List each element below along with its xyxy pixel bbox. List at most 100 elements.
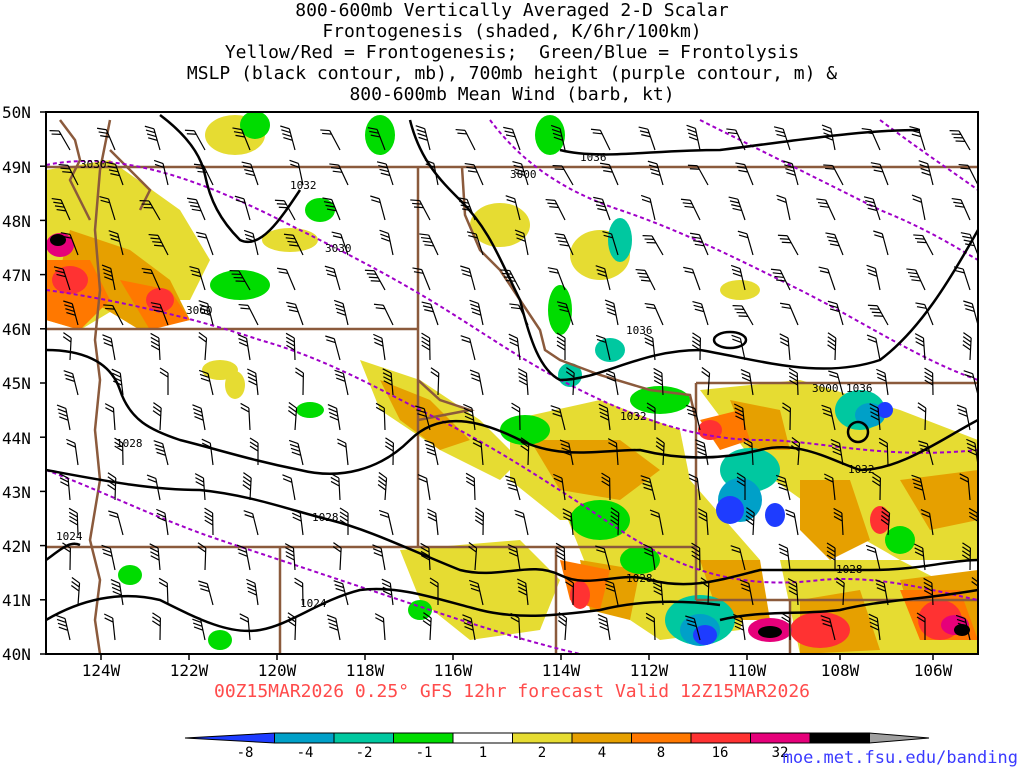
wind-barb <box>241 161 259 186</box>
wind-barb <box>424 439 439 466</box>
wind-barb <box>334 369 349 396</box>
wind-barb <box>604 579 619 606</box>
wind-barb <box>638 126 656 151</box>
title-line-2: Frontogenesis (shaded, K/6hr/100km) <box>322 21 702 42</box>
wind-barb <box>597 614 611 641</box>
wind-barb <box>640 194 656 221</box>
wind-barb <box>911 194 926 221</box>
wind-barb <box>509 303 529 326</box>
height-label: 3030 <box>325 242 352 255</box>
wind-barb <box>830 439 844 466</box>
wind-barb <box>419 233 439 256</box>
wind-barb <box>565 577 574 606</box>
wind-barb <box>726 128 746 151</box>
wind-barb <box>963 300 978 326</box>
wind-barb <box>282 474 296 501</box>
wind-barb <box>507 544 521 571</box>
wind-barb <box>601 472 611 501</box>
wind-barb <box>590 128 611 151</box>
wind-barb <box>249 437 259 465</box>
wind-barb <box>466 231 484 256</box>
wind-barb <box>474 507 484 536</box>
wind-barb <box>322 197 341 221</box>
mslp-label: 1028 <box>312 511 339 524</box>
colorbar-label: -4 <box>297 745 314 761</box>
wind-barb <box>139 200 161 221</box>
lat-label: 49N <box>2 158 31 177</box>
colorbar-label: 2 <box>538 745 546 761</box>
colorbar-swatch <box>333 732 394 744</box>
lon-label: 114W <box>542 661 581 680</box>
wind-barb <box>924 367 934 396</box>
title-line-1: 800-600mb Vertically Averaged 2-D Scalar <box>295 0 729 21</box>
colorbar-label: 16 <box>712 745 729 761</box>
wind-barb <box>288 439 304 466</box>
wind-barb <box>424 159 439 186</box>
wind-barb <box>184 129 206 151</box>
wind-barb <box>141 267 161 291</box>
wind-barb <box>229 270 251 291</box>
wind-barb <box>511 402 521 431</box>
wind-barb <box>909 125 926 151</box>
lon-label: 124W <box>82 661 121 680</box>
wind-barb <box>325 335 341 361</box>
wind-barb <box>156 508 169 536</box>
lon-label: 108W <box>821 661 860 680</box>
wind-barb <box>593 196 611 221</box>
longitude-axis: 124W 122W 120W 118W 116W 114W 112W 110W … <box>82 661 953 680</box>
wind-barb <box>958 163 978 186</box>
wind-barb <box>381 578 394 606</box>
wind-barb <box>731 334 746 361</box>
wind-barb <box>553 473 566 501</box>
wind-barb <box>150 302 169 326</box>
wind-barb <box>685 615 701 641</box>
lat-label: 44N <box>2 429 31 448</box>
wind-barb <box>951 197 971 221</box>
wind-barb <box>68 507 79 536</box>
wind-barb <box>191 614 206 641</box>
wind-barb <box>469 369 484 396</box>
mslp-label: 1032 <box>290 179 317 192</box>
colorbar-label: -1 <box>416 745 433 761</box>
wind-barb <box>465 472 476 501</box>
wind-barb <box>865 544 881 571</box>
wind-barb <box>66 438 79 466</box>
wind-barb <box>70 577 81 606</box>
credit-link[interactable]: moe.met.fsu.edu/banding <box>782 748 1018 768</box>
wind-barb <box>783 160 799 186</box>
wind-barb <box>604 299 619 326</box>
height-contours <box>46 119 978 654</box>
colorbar-swatch <box>690 732 751 744</box>
wind-barb <box>234 195 251 221</box>
wind-barb <box>595 334 611 361</box>
wind-barb <box>868 613 881 641</box>
wind-barb <box>880 507 891 536</box>
wind-barb <box>598 403 611 431</box>
wind-barb <box>915 302 934 326</box>
wind-barb <box>828 370 844 396</box>
wind-barb <box>920 509 934 536</box>
wind-barb <box>733 613 746 641</box>
wind-barb <box>104 403 116 431</box>
wind-barb <box>918 160 934 186</box>
wind-barb <box>642 235 664 256</box>
wind-barb <box>872 472 881 501</box>
wind-barb <box>785 509 799 536</box>
wind-barb <box>107 472 117 501</box>
lat-label: 48N <box>2 212 31 231</box>
wind-barb <box>327 404 341 431</box>
lat-label: 50N <box>2 103 31 122</box>
wind-barb <box>333 299 349 326</box>
wind-barb <box>374 613 386 641</box>
wind-barb <box>876 368 889 396</box>
wind-barb <box>562 508 574 536</box>
wind-barb <box>649 509 664 536</box>
wind-barb <box>280 125 296 151</box>
wind-barb <box>652 578 664 606</box>
colorbar-swatch <box>869 732 930 744</box>
wind-barb <box>602 230 619 256</box>
wind-barb <box>556 301 574 326</box>
lon-label: 112W <box>630 661 669 680</box>
wind-barb <box>778 543 791 571</box>
